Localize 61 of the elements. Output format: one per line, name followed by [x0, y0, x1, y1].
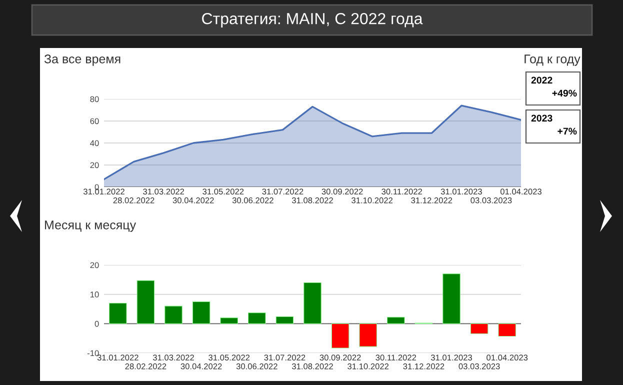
bar [442, 274, 460, 324]
y-tick-label: 20 [90, 262, 99, 268]
x-tick-label: 31.12.2022 [403, 363, 444, 370]
x-tick-label: 01.04.2023 [500, 188, 542, 195]
x-tick-label: 30.09.2022 [322, 188, 363, 195]
bar [387, 316, 405, 324]
x-tick-label: 30.06.2022 [236, 363, 278, 370]
bar [248, 312, 266, 324]
x-tick-label: 30.04.2022 [172, 197, 214, 204]
y-tick-label: -10 [87, 350, 99, 356]
text: 2022 [531, 76, 552, 84]
text: Год к году [524, 54, 580, 66]
x-tick-label: 31.10.2022 [348, 363, 389, 370]
x-tick-label: 31.01.2023 [430, 354, 472, 361]
x-tick-label: 31.03.2022 [143, 188, 184, 195]
x-tick-label: 31.07.2022 [264, 354, 306, 361]
chart-title: За все время [44, 54, 120, 66]
text: Стратегия: MAIN, С 2022 года [202, 12, 423, 28]
x-tick-label: 31.03.2022 [152, 354, 194, 361]
chart-title: Месяц к месяцу [45, 220, 136, 232]
y-tick-label: 60 [90, 118, 99, 124]
x-tick-label: 31.01.2023 [440, 188, 482, 195]
bar [276, 316, 294, 324]
x-tick-label: 03.03.2023 [470, 197, 512, 204]
x-tick-label: 03.03.2023 [458, 363, 500, 370]
x-tick-label: 30.11.2022 [376, 354, 416, 361]
y-tick-label: 0 [94, 184, 99, 190]
bar [109, 302, 127, 324]
bar [220, 318, 238, 324]
x-tick-label: 31.10.2022 [352, 197, 393, 204]
x-tick-label: 31.01.2022 [97, 354, 138, 361]
bar [498, 323, 516, 337]
x-tick-label: 31.05.2022 [202, 188, 244, 195]
y-tick-label: 10 [90, 292, 99, 298]
bar [164, 306, 182, 324]
x-tick-label: 30.06.2022 [232, 197, 274, 204]
bar [304, 282, 322, 324]
x-tick-label: 31.08.2022 [292, 363, 333, 370]
bar [192, 301, 210, 324]
x-tick-label: 30.04.2022 [180, 363, 222, 370]
text: 2023 [531, 114, 552, 122]
y-tick-label: 0 [94, 320, 99, 327]
x-tick-label: 30.09.2022 [320, 354, 361, 361]
y-tick-label: 40 [90, 140, 99, 146]
x-tick-label: 31.08.2022 [292, 197, 333, 204]
x-tick-label: 31.01.2022 [83, 188, 124, 195]
bar [359, 323, 377, 347]
x-tick-label: 01.04.2023 [486, 354, 528, 361]
y-tick-label: 20 [90, 162, 99, 168]
bar [331, 323, 350, 348]
x-tick-label: 31.07.2022 [262, 188, 304, 195]
x-tick-label: 31.12.2022 [411, 197, 452, 204]
bar [470, 323, 488, 334]
x-tick-label: 30.11.2022 [382, 188, 422, 195]
y-tick-label: 80 [90, 96, 99, 102]
text: +7% [558, 128, 577, 135]
bar [136, 280, 155, 324]
x-tick-label: 28.02.2022 [113, 197, 154, 204]
x-tick-label: 28.02.2022 [125, 363, 166, 370]
text: +49% [552, 90, 577, 97]
x-tick-label: 31.05.2022 [208, 354, 250, 361]
